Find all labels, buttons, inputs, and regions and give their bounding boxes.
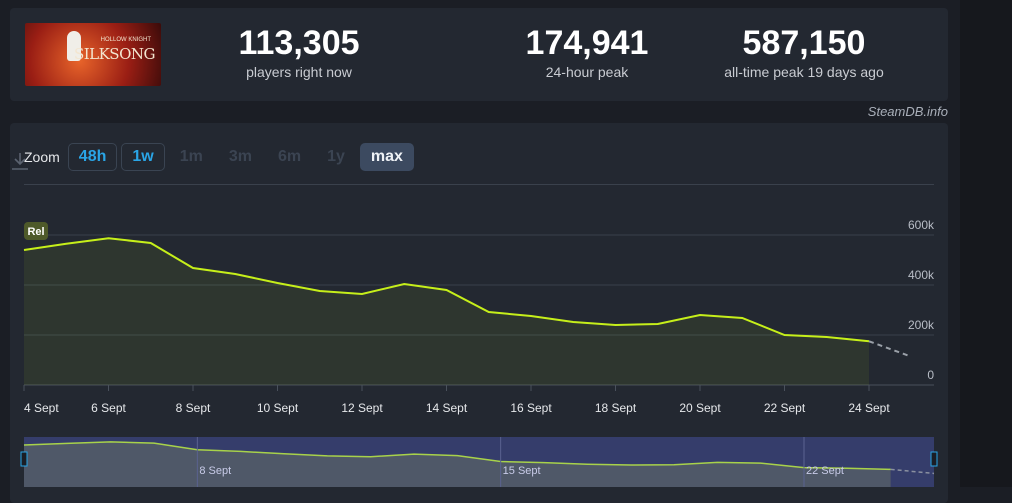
x-tick-label: 4 Sept (24, 401, 59, 415)
hornet-figure (67, 31, 81, 61)
game-logo: SILKSONG (73, 45, 156, 63)
release-badge (24, 222, 48, 240)
zoom-48h-button[interactable]: 48h (67, 143, 118, 171)
stat-value: 174,941 (525, 24, 649, 62)
page-margin (960, 0, 1012, 487)
x-tick-label: 6 Sept (91, 401, 126, 415)
steamdb-credit-link[interactable]: SteamDB.info (867, 104, 948, 119)
stat-24h-peak: 174,941 24-hour peak (467, 24, 707, 80)
stat-value: 113,305 (238, 24, 360, 62)
x-tick-label: 20 Sept (679, 401, 721, 415)
x-tick-label: 18 Sept (595, 401, 637, 415)
navigator-projected-line (890, 468, 935, 475)
series-line (23, 237, 870, 343)
x-tick-label: 8 Sept (176, 401, 211, 415)
x-tick-label: 10 Sept (257, 401, 299, 415)
stat-all-time-peak: 587,150 all-time peak 19 days ago (684, 24, 924, 80)
stat-current-players: 113,305 players right now (179, 24, 419, 80)
zoom-1m-button: 1m (179, 148, 203, 165)
x-tick-label: 14 Sept (426, 401, 468, 415)
player-stats-card: HOLLOW KNIGHT SILKSONG 113,305 players r… (10, 8, 948, 101)
navigator-line (23, 441, 891, 471)
game-capsule-image[interactable]: HOLLOW KNIGHT SILKSONG (25, 23, 161, 86)
projected-line (868, 340, 912, 358)
stat-value: 587,150 (742, 24, 866, 62)
y-tick-label: 0 (927, 368, 934, 382)
navigator-label: 8 Sept (199, 465, 231, 477)
zoom-label: Zoom (24, 149, 60, 165)
download-icon[interactable] (10, 151, 30, 171)
zoom-controls: Zoom 48h 1w 1m 3m 6m 1y max (24, 143, 414, 171)
release-badge-label: Rel (27, 226, 44, 238)
x-tick-label: 22 Sept (764, 401, 806, 415)
zoom-1y-button: 1y (327, 148, 345, 165)
x-tick-label: 16 Sept (510, 401, 552, 415)
navigator-label: 22 Sept (806, 465, 844, 477)
player-count-chart[interactable]: 0 200k 400k 600k Rel 4 Sept 6 Sept 8 Sept 10 Sep… (0, 0, 1012, 487)
logo-subtext: HOLLOW KNIGHT (100, 37, 151, 43)
navigator-label: 15 Sept (503, 465, 541, 477)
y-tick-label: 200k (908, 318, 935, 332)
navigator-handle[interactable] (20, 451, 28, 467)
zoom-6m-button: 6m (277, 148, 302, 165)
toolbar-divider (24, 184, 934, 185)
y-tick-label: 600k (908, 218, 935, 232)
stat-label: all-time peak 19 days ago (724, 64, 884, 80)
stat-label: 24-hour peak (545, 64, 629, 80)
zoom-max-button[interactable]: max (359, 143, 414, 171)
x-tick-label: 24 Sept (848, 401, 890, 415)
y-tick-label: 400k (908, 268, 935, 282)
stat-label: players right now (246, 64, 352, 80)
x-tick-label: 12 Sept (341, 401, 383, 415)
navigator-handle[interactable] (930, 451, 938, 467)
zoom-1w-button[interactable]: 1w (121, 143, 165, 171)
zoom-3m-button: 3m (228, 148, 252, 165)
navigator-area (24, 441, 891, 487)
series-area (24, 238, 869, 385)
